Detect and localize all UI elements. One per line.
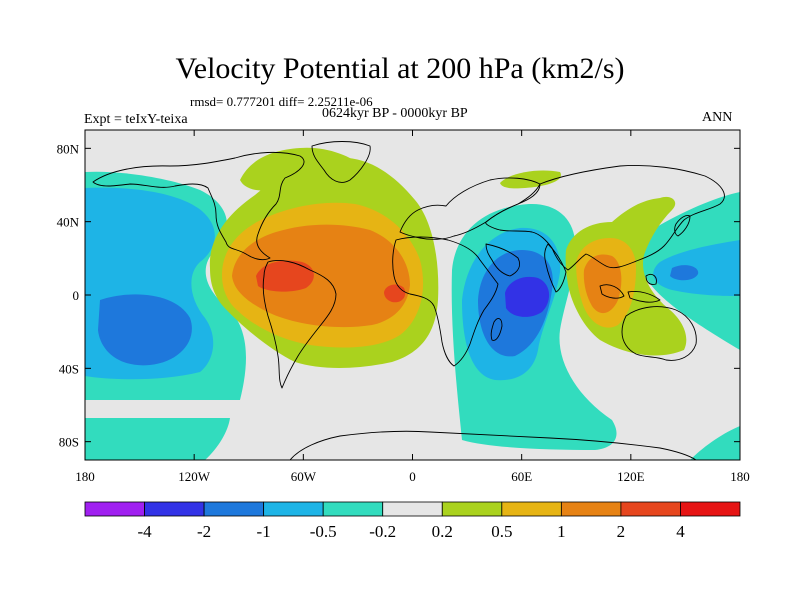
experiment-label: Expt = teIxY-teixa bbox=[84, 112, 188, 127]
colorbar-label: -1 bbox=[257, 522, 271, 541]
colorbar-swatch bbox=[560, 501, 622, 517]
axes: 180 120W 60W 0 60E 120E 180 80N 40N 0 40S 80S bbox=[57, 130, 750, 484]
colorbar-swatch bbox=[501, 501, 562, 517]
x-tick-label: 120W bbox=[178, 469, 211, 484]
coastline-antarctica bbox=[289, 430, 697, 460]
period-label: 0624kyr BP - 0000kyr BP bbox=[322, 106, 468, 121]
colorbar-swatch bbox=[680, 501, 741, 517]
coastline-australia bbox=[621, 306, 697, 361]
x-tick-label: 60W bbox=[291, 469, 317, 484]
contour-neg-level1-antarctic-east bbox=[690, 426, 740, 460]
coastline-indonesia bbox=[599, 273, 661, 303]
y-tick-label: 40N bbox=[57, 215, 80, 230]
colorbar-swatch bbox=[84, 501, 145, 517]
contour-neg-level3-pacific-east bbox=[670, 265, 699, 281]
coastline-india bbox=[544, 243, 567, 293]
colorbar-label: 4 bbox=[676, 522, 685, 541]
x-tick-label: 180 bbox=[730, 469, 750, 484]
coastline-europe bbox=[399, 177, 541, 240]
contour-pos-level1-north-atlantic bbox=[240, 147, 365, 191]
colorbar-label: 0.5 bbox=[491, 522, 512, 541]
chart-title: Velocity Potential at 200 hPa (km2/s) bbox=[175, 52, 625, 85]
contour-neg-level2-pacific-east bbox=[653, 240, 740, 296]
colorbar-swatch bbox=[203, 501, 265, 517]
colorbar-swatch bbox=[144, 501, 205, 517]
colorbar-label: -0.2 bbox=[369, 522, 396, 541]
colorbar-label: 2 bbox=[617, 522, 626, 541]
coastline-asia bbox=[485, 165, 725, 271]
colorbar-swatch bbox=[441, 501, 503, 517]
x-tick-label: 0 bbox=[409, 469, 416, 484]
coastline-madagascar bbox=[490, 318, 503, 341]
colorbar-label: 1 bbox=[557, 522, 566, 541]
colorbar-swatch bbox=[322, 501, 384, 517]
y-tick-label: 0 bbox=[73, 288, 80, 303]
colorbar-swatch bbox=[382, 501, 443, 517]
contour-neg-level1-pacific-bottom bbox=[85, 418, 230, 460]
x-tick-label: 60E bbox=[511, 469, 532, 484]
colorbar-label: 0.2 bbox=[432, 522, 453, 541]
x-tick-label: 180 bbox=[75, 469, 95, 484]
colorbar-label: -4 bbox=[137, 522, 152, 541]
colorbar-swatch bbox=[263, 501, 324, 517]
contour-field bbox=[85, 147, 740, 460]
contour-pos-level4-caribbean bbox=[256, 260, 314, 292]
colorbar-swatch bbox=[620, 501, 681, 517]
coastline-arabia bbox=[485, 243, 521, 277]
coastlines bbox=[92, 141, 725, 460]
colorbar-label: -0.5 bbox=[310, 522, 337, 541]
y-tick-label: 80N bbox=[57, 141, 80, 156]
contour-pos-level1-arctic bbox=[500, 170, 561, 189]
coastline-japan bbox=[674, 215, 691, 237]
colorbar: -4 -2 -1 -0.5 -0.2 0.2 0.5 1 2 4 bbox=[84, 501, 741, 541]
contour-neg-level4-indian bbox=[505, 276, 550, 317]
stats-label: rmsd= 0.777201 diff= 2.25211e-06 bbox=[190, 94, 373, 109]
x-tick-label: 120E bbox=[617, 469, 645, 484]
y-tick-label: 40S bbox=[59, 361, 79, 376]
contour-pos-level3-maritime bbox=[583, 254, 622, 314]
colorbar-label: -2 bbox=[197, 522, 211, 541]
y-tick-label: 80S bbox=[59, 435, 79, 450]
coastline-south-america bbox=[262, 259, 337, 389]
contour-neg-level3-pacific-west bbox=[98, 294, 192, 366]
season-label: ANN bbox=[702, 110, 733, 125]
coastline-africa bbox=[392, 236, 499, 367]
coastline-greenland bbox=[311, 141, 371, 183]
coastline-north-america bbox=[92, 151, 305, 261]
